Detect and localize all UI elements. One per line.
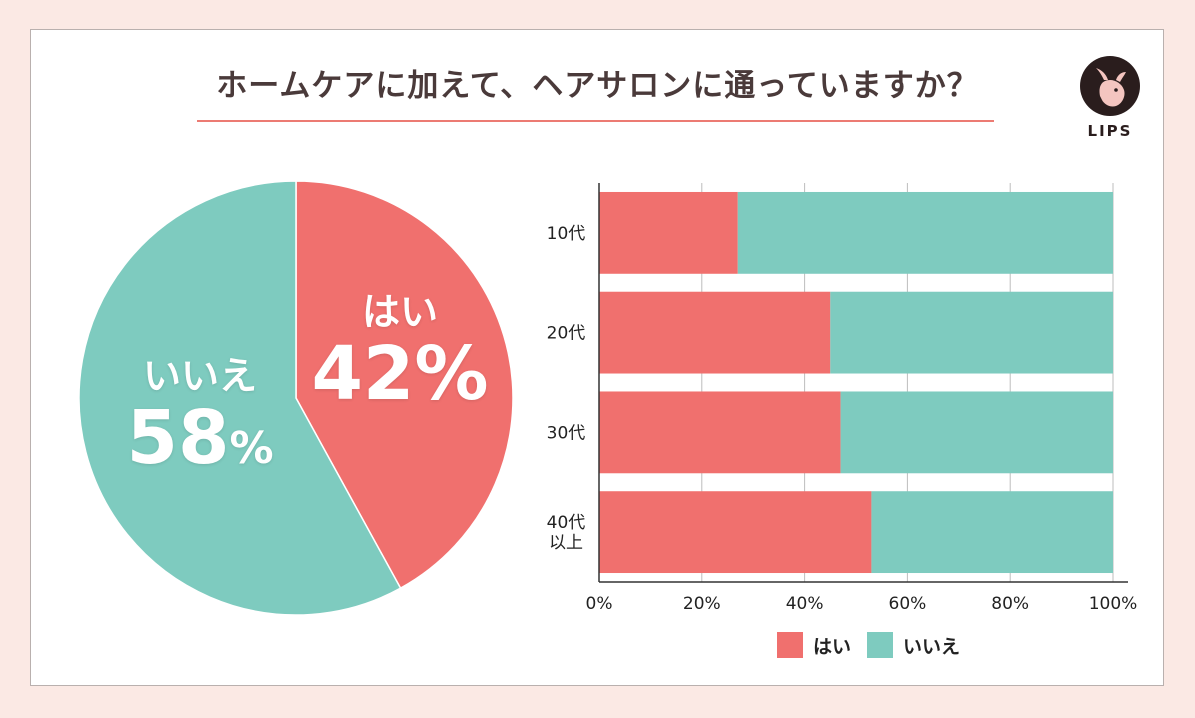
deer-icon bbox=[1080, 56, 1140, 116]
pie-chart bbox=[78, 180, 514, 616]
pie-slice-no bbox=[78, 180, 402, 616]
legend-swatch-no bbox=[867, 632, 894, 658]
title-underline bbox=[197, 120, 994, 122]
y-category-label: 20代 bbox=[547, 324, 586, 344]
bar-segment-no bbox=[871, 491, 1113, 574]
logo-text: LIPS bbox=[1087, 122, 1133, 140]
pie-label-yes-value: 42% bbox=[311, 331, 489, 417]
bar-segment-yes bbox=[599, 291, 831, 374]
stacked-bar-chart: 0% 20% 40% 60% 80% 100% 10代 20代 30代 40代以上 bbox=[547, 183, 1138, 614]
y-category-label: 30代 bbox=[547, 423, 586, 443]
pie-label-no-category: いいえ bbox=[142, 354, 257, 398]
x-tick-label: 40% bbox=[786, 594, 824, 614]
bar-segment-no bbox=[830, 291, 1113, 374]
page-title: ホームケアに加えて、ヘアサロンに通っていますか？ bbox=[216, 68, 979, 104]
x-tick-label: 20% bbox=[683, 594, 721, 614]
legend-item-no: いいえ bbox=[867, 632, 960, 659]
pie-label-no-value: 58 bbox=[126, 395, 230, 481]
pie-label-no: いいえ 58% bbox=[100, 354, 300, 478]
pie-label-yes: はい 42% bbox=[300, 290, 500, 414]
legend-label-yes: はい bbox=[813, 635, 852, 658]
x-tick-label: 100% bbox=[1089, 594, 1138, 614]
bar-segment-no bbox=[840, 391, 1113, 474]
legend-item-yes: はい bbox=[777, 632, 851, 659]
x-tick-label: 0% bbox=[586, 594, 613, 614]
bar-segment-yes bbox=[599, 391, 841, 474]
y-category-label: 10代 bbox=[547, 224, 586, 244]
legend-swatch-yes bbox=[777, 632, 803, 658]
x-tick-label: 60% bbox=[889, 594, 927, 614]
x-tick-label: 80% bbox=[991, 594, 1029, 614]
legend-label-no: いいえ bbox=[903, 635, 961, 658]
lips-logo: LIPS bbox=[1080, 56, 1140, 146]
chart-legend: はい いいえ bbox=[777, 632, 966, 658]
bar-segment-yes bbox=[599, 191, 738, 274]
bar-segment-yes bbox=[599, 491, 872, 574]
pie-label-yes-category: はい bbox=[361, 290, 438, 334]
bar-segment-no bbox=[737, 191, 1113, 274]
y-category-label: 40代以上 bbox=[547, 513, 586, 553]
pie-label-no-percent: % bbox=[229, 423, 274, 474]
pie-slice-yes bbox=[295, 180, 514, 590]
